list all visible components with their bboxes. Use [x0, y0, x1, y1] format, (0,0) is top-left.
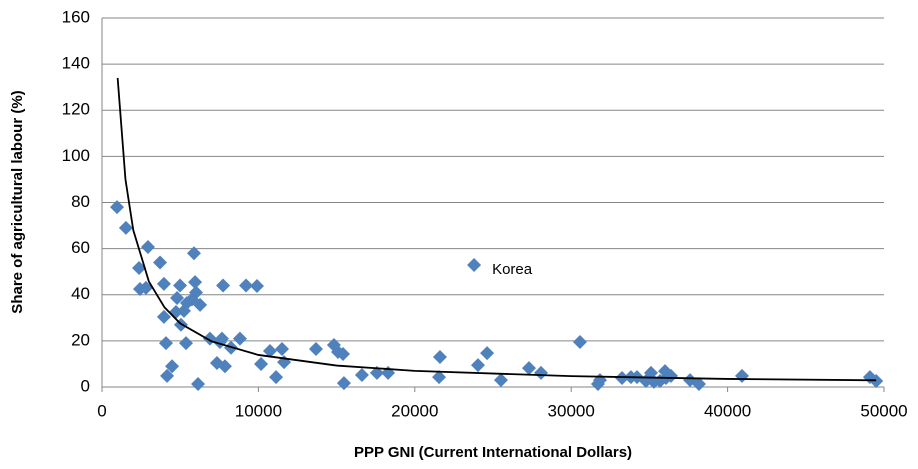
point — [534, 365, 549, 380]
point — [336, 347, 351, 362]
y-tick-label: 40 — [71, 284, 90, 303]
point — [336, 376, 351, 391]
trendline — [116, 77, 877, 382]
x-tick-label: 50000 — [860, 401, 907, 420]
annotation: Korea — [492, 261, 533, 278]
point — [216, 278, 231, 293]
point — [188, 275, 203, 290]
point — [275, 341, 290, 356]
y-tick-label: 160 — [62, 7, 90, 26]
y-tick-label: 60 — [71, 238, 90, 257]
point — [432, 370, 447, 385]
point — [691, 377, 706, 392]
point — [178, 336, 193, 351]
point — [165, 359, 180, 374]
point — [480, 346, 495, 361]
point — [249, 278, 264, 293]
x-tick-label: 10000 — [235, 401, 282, 420]
point — [663, 368, 678, 383]
point — [308, 341, 323, 356]
y-tick-label: 140 — [62, 54, 90, 73]
point — [156, 276, 171, 291]
y-tick-label: 0 — [81, 376, 90, 395]
point — [262, 344, 277, 359]
point — [369, 365, 384, 380]
point — [153, 255, 168, 270]
point — [118, 220, 133, 235]
point — [354, 368, 369, 383]
x-tick-label: 0 — [97, 401, 106, 420]
point — [269, 370, 284, 385]
y-tick-label: 100 — [62, 146, 90, 165]
point — [193, 297, 208, 312]
y-tick-label: 80 — [71, 192, 90, 211]
point — [158, 336, 173, 351]
point — [232, 331, 247, 346]
point — [132, 260, 147, 275]
point — [470, 358, 485, 373]
point — [869, 374, 884, 389]
point — [615, 371, 630, 386]
point — [160, 368, 175, 383]
point — [521, 361, 536, 376]
x-tick-label: 30000 — [548, 401, 595, 420]
point — [214, 331, 229, 346]
point — [191, 377, 206, 392]
point — [173, 278, 188, 293]
point — [156, 309, 171, 324]
point — [254, 356, 269, 371]
point — [170, 290, 185, 305]
point — [467, 257, 482, 272]
point — [176, 303, 191, 318]
point — [734, 368, 749, 383]
point — [572, 335, 587, 350]
y-tick-label: 120 — [62, 100, 90, 119]
x-tick-label: 40000 — [704, 401, 751, 420]
y-tick-label: 20 — [71, 330, 90, 349]
point — [140, 240, 155, 255]
point — [493, 373, 508, 388]
point — [186, 246, 201, 261]
point — [432, 350, 447, 365]
point — [110, 200, 125, 215]
point — [239, 278, 254, 293]
point — [217, 359, 232, 374]
point — [188, 285, 203, 300]
y-axis-title: Share of agricultural labour (%) — [9, 90, 26, 313]
x-tick-label: 20000 — [391, 401, 438, 420]
x-axis-title: PPP GNI (Current International Dollars) — [354, 444, 632, 461]
point — [138, 280, 153, 295]
